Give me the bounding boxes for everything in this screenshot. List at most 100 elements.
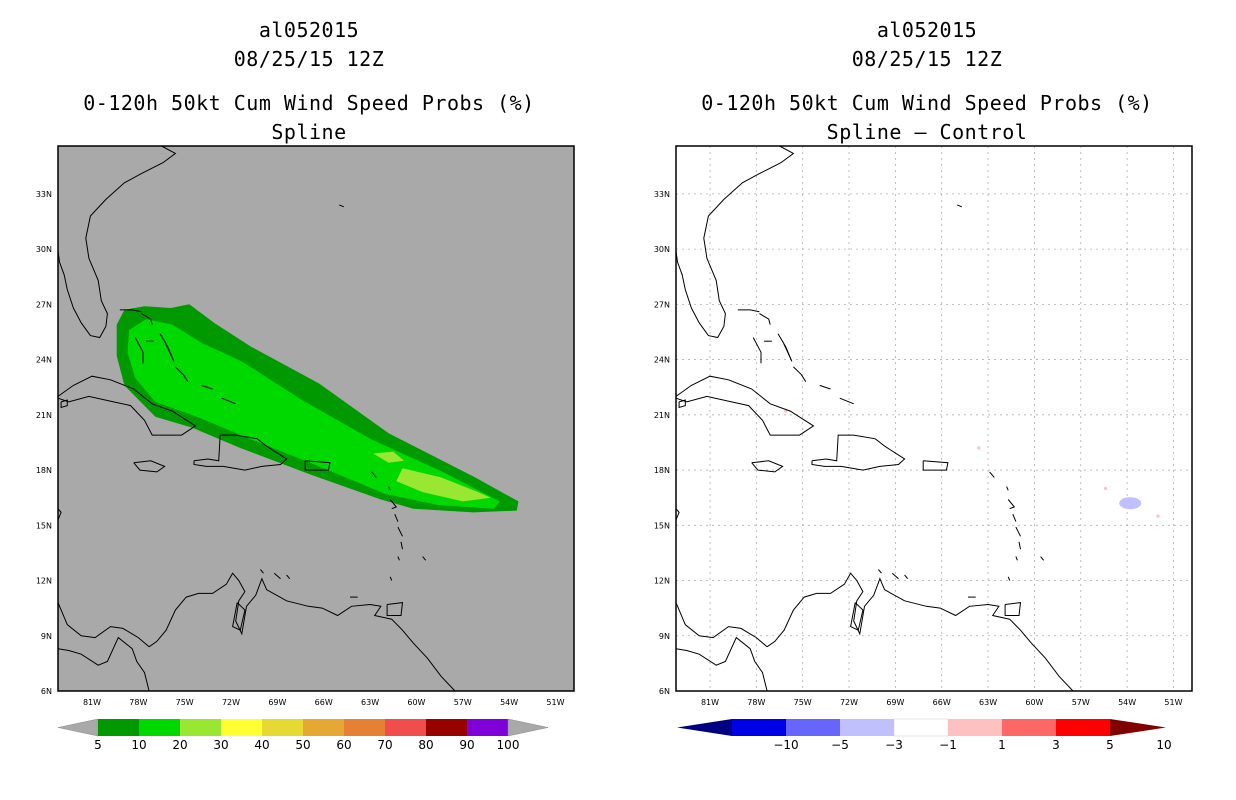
coastline: [675, 375, 815, 436]
negative-difference-blob: [1119, 497, 1142, 510]
coastline: [737, 309, 760, 313]
lat-tick-label: 12N: [654, 577, 670, 586]
lon-tick-label: 63W: [979, 698, 997, 707]
right-panel: al052015 08/25/15 12Z 0-120h 50kt Cum Wi…: [618, 0, 1236, 800]
coastline: [286, 574, 291, 580]
colorbar-label: 70: [377, 738, 392, 752]
positive-difference-dot: [977, 446, 981, 450]
lon-tick-label: 69W: [268, 698, 286, 707]
colorbar-low-arrow: [57, 718, 99, 737]
coastline: [389, 499, 398, 510]
colorbar-label: 20: [172, 738, 187, 752]
colorbar-low-arrow: [677, 719, 732, 736]
lat-tick-label: 9N: [41, 632, 52, 641]
coastline: [175, 366, 189, 382]
lon-tick-label: 81W: [83, 698, 101, 707]
probability-contour: [127, 319, 500, 509]
lat-tick-label: 6N: [659, 687, 670, 696]
coastline: [119, 309, 142, 313]
coastline: [1006, 486, 1009, 491]
coastlines: [57, 145, 456, 692]
coastline: [232, 602, 246, 631]
colorbar-swatch: [732, 719, 786, 736]
colorbar-label: 3: [1052, 738, 1060, 752]
coastline: [777, 333, 793, 362]
colorbar-swatch: [139, 719, 180, 736]
panel-subtitle: Spline: [271, 120, 347, 144]
colorbar-label: −5: [831, 738, 849, 752]
coastline: [1004, 602, 1022, 616]
coastline: [57, 508, 62, 520]
coastline: [922, 460, 949, 471]
coastline: [891, 572, 899, 580]
lon-tick-label: 81W: [701, 698, 719, 707]
lon-tick-label: 72W: [840, 698, 858, 707]
coastline: [1040, 556, 1045, 561]
lat-tick-label: 24N: [654, 356, 670, 365]
coastline: [793, 366, 807, 382]
colorbar-label: −1: [939, 738, 957, 752]
lat-tick-label: 12N: [36, 577, 52, 586]
coastline: [751, 460, 784, 473]
coastline: [1018, 541, 1021, 550]
colorbar-swatch: [303, 719, 344, 736]
colorbar-swatch: [1056, 719, 1110, 736]
coastline: [57, 636, 150, 692]
lon-tick-label: 54W: [1118, 698, 1136, 707]
colorbar-label: 90: [459, 738, 474, 752]
coastline: [273, 572, 281, 580]
colorbar-label: 5: [94, 738, 102, 752]
wind-probability-field: [116, 304, 519, 513]
coastline: [57, 145, 177, 339]
map-frame: [57, 145, 575, 692]
coastline: [60, 399, 68, 409]
coastline: [752, 337, 762, 364]
lat-tick-label: 27N: [36, 300, 52, 309]
datetime: 08/25/15 12Z: [233, 47, 385, 71]
colorbar-swatch: [221, 719, 262, 736]
colorbar-label: 50: [295, 738, 310, 752]
map: [57, 145, 575, 692]
colorbar: −10 −5 −3 −1 1 3 5 10: [677, 718, 1172, 752]
coastline: [57, 375, 197, 436]
map-svg: 81W 78W 75W 72W 69W 66W 63W 60W 57W 54W 51W 33N 30N 2…: [654, 145, 1193, 752]
coastline: [811, 434, 906, 471]
coastline: [766, 572, 1074, 692]
coastline: [759, 313, 771, 325]
coastline: [819, 384, 831, 390]
coastline: [394, 514, 399, 522]
coastline: [386, 602, 404, 616]
coastline: [339, 204, 344, 208]
positive-difference-dot: [784, 409, 788, 413]
coastline: [389, 576, 393, 581]
coastline: [1007, 576, 1011, 581]
product-title: 0-120h 50kt Cum Wind Speed Probs (%): [83, 91, 535, 115]
coastline: [221, 397, 236, 405]
coastline: [957, 204, 962, 208]
colorbar-swatch: [180, 719, 221, 736]
product-title: 0-120h 50kt Cum Wind Speed Probs (%): [701, 91, 1153, 115]
coastline: [675, 508, 680, 520]
coastline: [371, 471, 377, 478]
colorbar-swatch: [344, 719, 385, 736]
lat-tick-label: 9N: [659, 632, 670, 641]
coastline: [850, 602, 864, 631]
coastline: [201, 384, 213, 390]
coastline: [678, 399, 686, 409]
lon-tick-label: 72W: [222, 698, 240, 707]
lon-tick-label: 69W: [886, 698, 904, 707]
coastline: [400, 541, 403, 550]
coastline: [388, 486, 391, 491]
colorbar-swatch: [467, 719, 508, 736]
lat-tick-label: 30N: [654, 245, 670, 254]
coastline: [422, 556, 427, 561]
coastline: [260, 569, 264, 574]
lon-tick-label: 75W: [176, 698, 194, 707]
map-frame: [675, 145, 1193, 692]
lon-tick-label: 60W: [1025, 698, 1043, 707]
coastline: [839, 397, 854, 405]
positive-difference-dot: [1156, 514, 1160, 518]
lon-tick-label: 63W: [361, 698, 379, 707]
colorbar-swatch: [893, 718, 949, 737]
colorbar-swatch: [262, 719, 303, 736]
